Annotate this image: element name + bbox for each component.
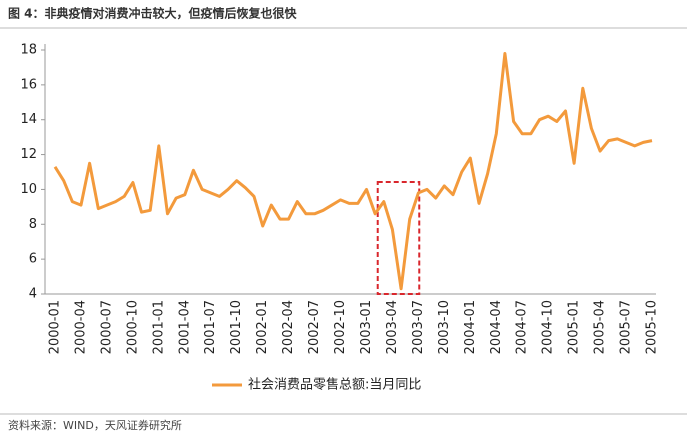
source-note: 资料来源：WIND，天风证券研究所 [8,418,182,432]
x-tick-label: 2003-04 [385,300,400,354]
x-tick-label: 2002-04 [281,300,296,354]
x-tick-label: 2003-10 [437,300,452,354]
x-tick-label: 2004-10 [541,300,556,354]
x-tick-label: 2002-01 [255,300,270,354]
y-tick-label: 6 [29,252,37,267]
x-tick-label: 2005-07 [619,300,634,354]
x-tick-label: 2000-04 [73,300,88,354]
y-tick-label: 10 [20,182,37,197]
x-tick-label: 2005-10 [645,300,660,354]
series-line [53,52,653,291]
x-tick-label: 2004-07 [515,300,530,354]
y-tick-label: 14 [20,112,37,127]
y-tick-label: 18 [20,43,37,58]
x-tick-label: 2005-04 [593,300,608,354]
x-tick-label: 2002-10 [333,300,348,354]
x-tick-label: 2001-10 [229,300,244,354]
x-tick-label: 2001-07 [203,300,218,354]
x-tick-label: 2001-01 [151,300,166,354]
y-tick-label: 4 [29,287,37,302]
x-tick-label: 2004-04 [489,300,504,354]
x-tick-label: 2003-01 [359,300,374,354]
highlight-box [376,181,421,295]
x-tick-label: 2002-07 [307,300,322,354]
y-tick-label: 12 [20,147,37,162]
x-tick-label: 2000-07 [99,300,114,354]
x-tick-label: 2000-10 [125,300,140,354]
x-tick-label: 2001-04 [177,300,192,354]
y-tick-label: 16 [20,77,37,92]
x-tick-label: 2000-01 [48,300,63,354]
x-tick-label: 2004-01 [463,300,478,354]
legend-label: 社会消费品零售总额:当月同比 [248,377,421,393]
x-tick-label: 2003-07 [411,300,426,354]
x-tick-label: 2005-01 [567,300,582,354]
y-tick-label: 8 [29,217,37,232]
chart-title: 图 4：非典疫情对消费冲击较大，但疫情后恢复也很快 [8,6,298,21]
